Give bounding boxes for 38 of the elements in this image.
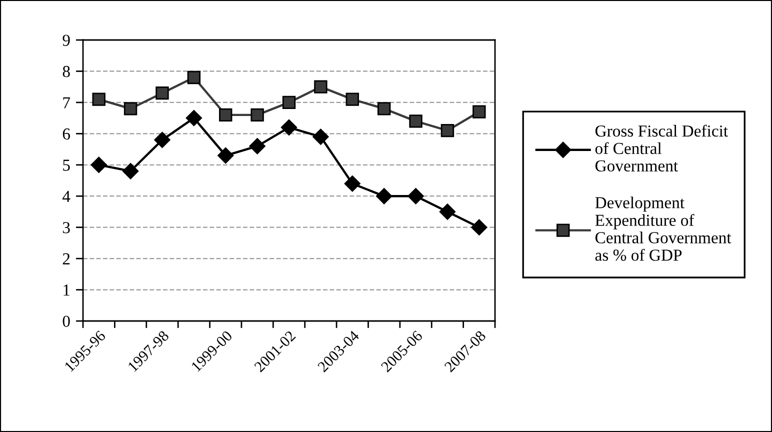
y-tick-label: 2 [62,253,70,264]
point [122,163,139,180]
point [249,138,266,154]
point [377,102,391,116]
point [471,219,488,236]
point [92,92,106,106]
point [218,147,234,164]
point [282,96,296,110]
point [312,128,329,145]
y-tick-label: 5 [63,160,70,171]
y-tick-label: 4 [62,190,70,202]
point [439,204,456,220]
point [186,110,202,126]
y-tick-label: 7 [63,97,70,108]
y-tick-label: 8 [62,66,70,78]
point [156,86,169,100]
point [344,176,360,192]
legend-label: Development Expenditure of Central Government as % of GDP [595,196,732,261]
point [154,132,170,148]
point [346,92,359,106]
point [250,108,264,122]
y-tick-label: 6 [62,128,70,140]
point [124,102,138,116]
point [187,70,201,84]
point [376,188,392,204]
y-tick-label: 3 [62,222,70,234]
point [440,124,454,138]
y-tick-label: 9 [62,34,70,46]
point [90,156,107,173]
point [409,114,422,128]
y-tick-label: 0 [62,316,70,327]
point [280,119,298,136]
point [408,188,424,204]
point [219,108,232,122]
point [472,105,486,118]
point [314,80,328,94]
y-tick-label: 1 [64,284,70,296]
legend-label: Gross Fiscal Deficit of Central Government [595,124,728,172]
